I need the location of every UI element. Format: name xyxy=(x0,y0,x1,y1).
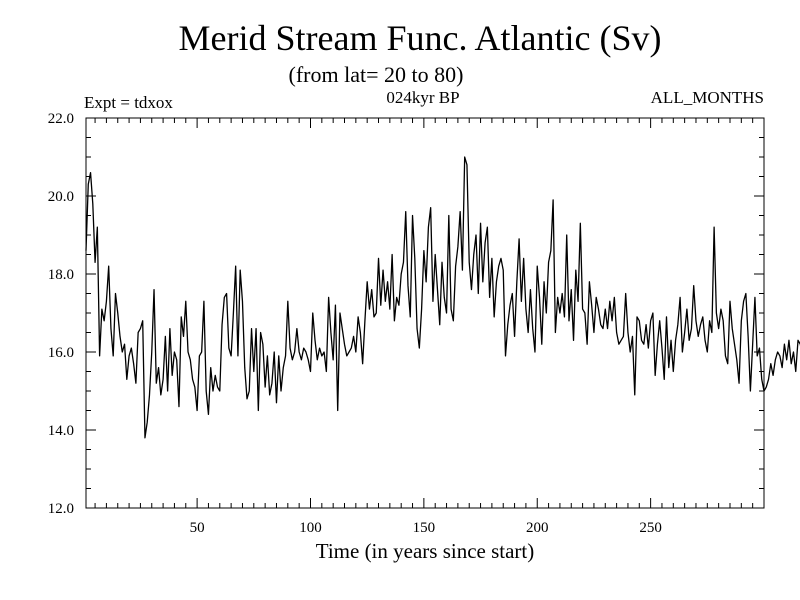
x-tick-label: 50 xyxy=(190,520,205,536)
chart-subtitle: (from lat= 20 to 80) xyxy=(289,62,464,87)
experiment-label: Expt = tdxox xyxy=(84,93,173,112)
y-tick-label: 18.0 xyxy=(48,267,74,283)
months-label: ALL_MONTHS xyxy=(651,88,764,107)
plot-frame xyxy=(85,117,765,509)
y-tick-label: 22.0 xyxy=(48,111,74,127)
x-tick-label: 150 xyxy=(413,520,436,536)
x-axis-label: Time (in years since start) xyxy=(316,539,535,563)
y-tick-label: 16.0 xyxy=(48,345,74,361)
y-tick-label: 20.0 xyxy=(48,189,74,205)
period-label: 024kyr BP xyxy=(386,88,459,107)
x-tick-label: 100 xyxy=(299,520,322,536)
x-tick-label: 250 xyxy=(639,520,662,536)
axis-ticks xyxy=(86,118,764,508)
tick-labels: 50 100 150 200 250 12.0 14.0 16.0 18.0 20.0 22.0 xyxy=(48,111,662,536)
y-tick-label: 14.0 xyxy=(48,423,74,439)
chart-title: Merid Stream Func. Atlantic (Sv) xyxy=(179,18,662,58)
x-tick-label: 200 xyxy=(526,520,549,536)
y-tick-label: 12.0 xyxy=(48,501,74,517)
series-line xyxy=(85,156,800,439)
